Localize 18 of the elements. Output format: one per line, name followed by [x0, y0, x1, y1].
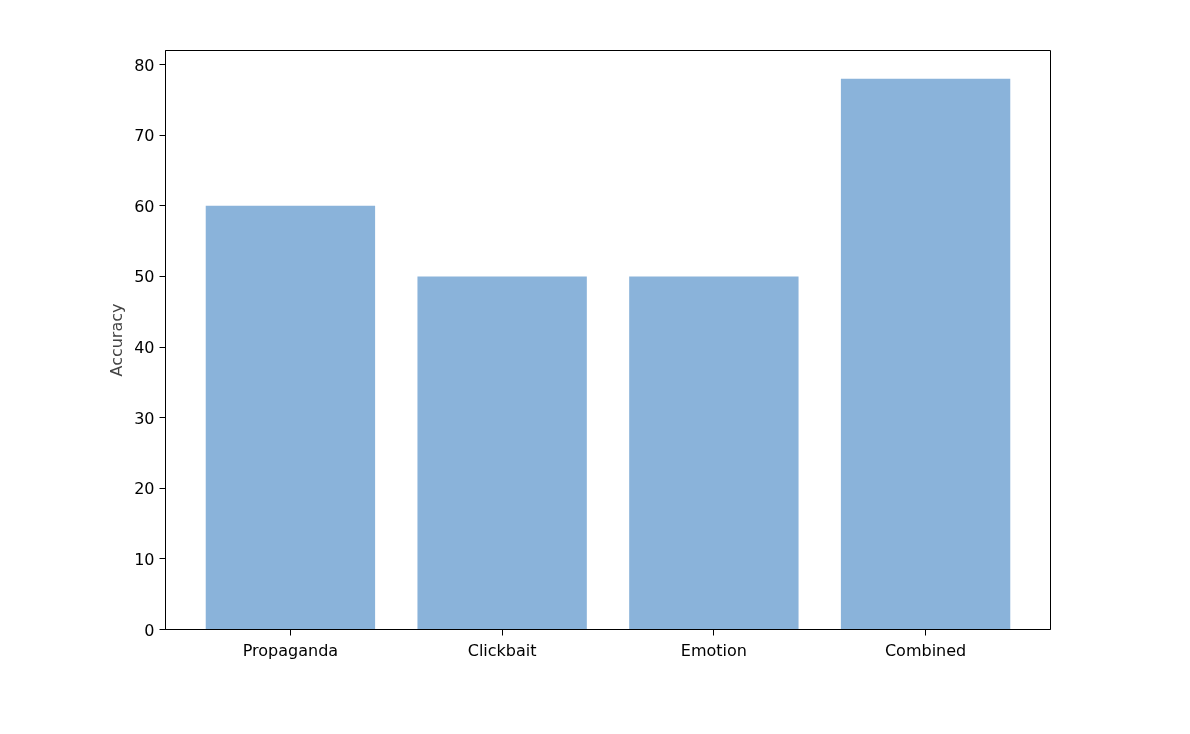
y-tick-label: 50	[134, 267, 155, 287]
y-tick-label: 30	[134, 408, 155, 428]
x-tick-label: Propaganda	[242, 640, 339, 660]
x-tick-label: Emotion	[680, 640, 747, 660]
bar	[629, 276, 799, 630]
x-tick-label: Clickbait	[467, 640, 537, 660]
y-tick-label: 60	[134, 196, 155, 216]
y-tick-label: 80	[134, 55, 155, 75]
y-tick-label: 70	[134, 126, 155, 146]
y-tick-label: 10	[134, 549, 155, 569]
bar	[417, 276, 587, 630]
y-tick-label: 0	[144, 620, 155, 640]
bar	[840, 78, 1011, 630]
x-tick-label: Combined	[884, 640, 967, 660]
y-tick-label: 40	[134, 338, 155, 358]
y-tick-label: 20	[134, 479, 155, 499]
y-axis-title: Accuracy	[107, 303, 127, 377]
bar	[205, 205, 376, 630]
